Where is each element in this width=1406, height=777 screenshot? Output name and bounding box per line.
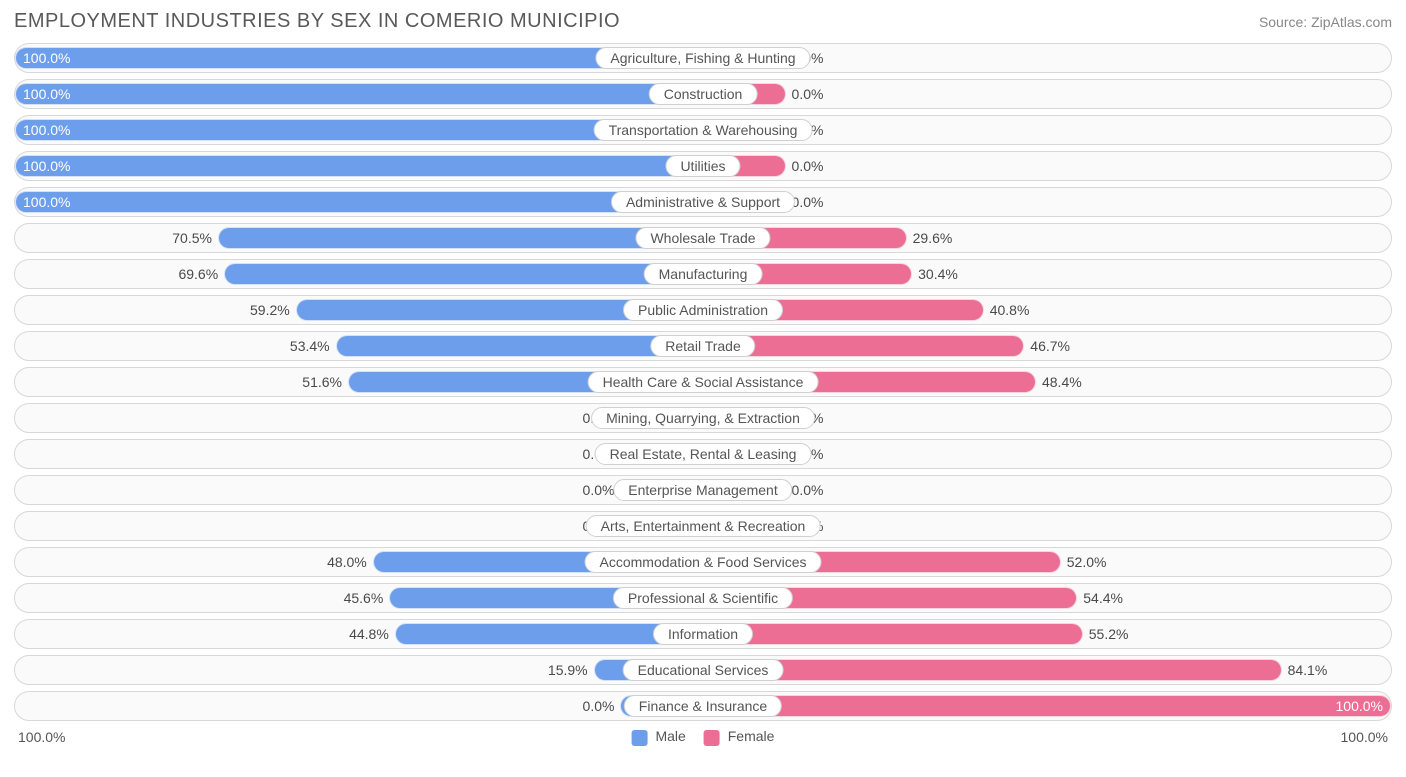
male-pct: 44.8% [349, 620, 389, 648]
male-pct: 100.0% [23, 80, 70, 108]
male-bar [218, 227, 703, 249]
chart-row: 15.9% 84.1% Educational Services [14, 655, 1392, 685]
female-pct: 84.1% [1288, 656, 1328, 684]
male-bar [15, 83, 703, 105]
legend-male-label: Male [655, 728, 685, 744]
chart-row: 100.0% 0.0% Utilities [14, 151, 1392, 181]
chart-row: 100.0% 0.0%Administrative & Support [14, 187, 1392, 217]
category-label: Construction [649, 83, 758, 105]
male-pct: 0.0% [583, 692, 615, 720]
female-pct: 48.4% [1042, 368, 1082, 396]
category-label: Health Care & Social Assistance [588, 371, 819, 393]
chart-row: 48.0% 52.0% Accommodation & Food Services [14, 547, 1392, 577]
chart-title: EMPLOYMENT INDUSTRIES BY SEX IN COMERIO … [14, 10, 620, 33]
male-bar [15, 191, 703, 213]
female-pct: 30.4% [918, 260, 958, 288]
category-label: Manufacturing [644, 263, 763, 285]
chart-row: 100.0%0.0%Agriculture, Fishing & Hunting [14, 43, 1392, 73]
category-label: Educational Services [623, 659, 784, 681]
chart-row: 69.6% 30.4% Manufacturing [14, 259, 1392, 289]
female-pct: 0.0% [792, 476, 824, 504]
chart-row: 0.0%0.0%Mining, Quarrying, & Extraction [14, 403, 1392, 433]
chart-source: Source: ZipAtlas.com [1259, 14, 1392, 30]
chart-legend: 100.0% Male Female 100.0% [14, 727, 1392, 747]
female-pct: 29.6% [913, 224, 953, 252]
male-pct: 100.0% [23, 116, 70, 144]
male-pct: 100.0% [23, 188, 70, 216]
male-bar [15, 155, 703, 177]
male-pct: 0.0% [583, 476, 615, 504]
category-label: Utilities [665, 155, 740, 177]
category-label: Real Estate, Rental & Leasing [595, 443, 812, 465]
female-pct: 54.4% [1083, 584, 1123, 612]
female-bar [703, 695, 1391, 717]
chart-row: 44.8% 55.2% Information [14, 619, 1392, 649]
female-pct: 46.7% [1030, 332, 1070, 360]
chart-row: 51.6% 48.4% Health Care & Social Assistanc… [14, 367, 1392, 397]
chart-row: 0.0%0.0%Arts, Entertainment & Recreation [14, 511, 1392, 541]
male-pct: 15.9% [548, 656, 588, 684]
category-label: Wholesale Trade [635, 227, 770, 249]
axis-right-label: 100.0% [1341, 729, 1388, 745]
category-label: Public Administration [623, 299, 783, 321]
axis-left-label: 100.0% [18, 729, 65, 745]
male-pct: 45.6% [344, 584, 384, 612]
female-pct: 55.2% [1089, 620, 1129, 648]
male-pct: 70.5% [172, 224, 212, 252]
male-bar [336, 335, 703, 357]
chart-row: 100.0%0.0%Transportation & Warehousing [14, 115, 1392, 145]
category-label: Agriculture, Fishing & Hunting [595, 47, 810, 69]
male-pct: 48.0% [327, 548, 367, 576]
female-pct: 0.0% [792, 152, 824, 180]
male-pct: 53.4% [290, 332, 330, 360]
chart-row: 0.0% 100.0% Finance & Insurance [14, 691, 1392, 721]
chart-row: 53.4% 46.7% Retail Trade [14, 331, 1392, 361]
chart-row: 45.6% 54.4% Professional & Scientific [14, 583, 1392, 613]
chart-row: 100.0% 0.0% Construction [14, 79, 1392, 109]
category-label: Administrative & Support [611, 191, 795, 213]
female-pct: 0.0% [792, 80, 824, 108]
female-pct: 100.0% [1336, 692, 1383, 720]
female-bar [703, 659, 1282, 681]
category-label: Information [653, 623, 753, 645]
female-pct: 52.0% [1067, 548, 1107, 576]
legend-male: Male [632, 728, 686, 745]
female-pct: 40.8% [990, 296, 1030, 324]
chart-row: 0.0%0.0%Real Estate, Rental & Leasing [14, 439, 1392, 469]
chart-row: 59.2% 40.8% Public Administration [14, 295, 1392, 325]
diverging-bar-chart: 100.0%0.0%Agriculture, Fishing & Hunting… [14, 43, 1392, 721]
female-swatch-icon [704, 730, 720, 746]
category-label: Retail Trade [650, 335, 755, 357]
category-label: Enterprise Management [613, 479, 792, 501]
male-pct: 100.0% [23, 152, 70, 180]
male-pct: 51.6% [302, 368, 342, 396]
male-swatch-icon [632, 730, 648, 746]
category-label: Accommodation & Food Services [585, 551, 822, 573]
legend-female-label: Female [728, 728, 775, 744]
female-bar [703, 623, 1083, 645]
category-label: Transportation & Warehousing [594, 119, 813, 141]
category-label: Finance & Insurance [624, 695, 782, 717]
male-pct: 59.2% [250, 296, 290, 324]
chart-row: 0.0% 0.0%Enterprise Management [14, 475, 1392, 505]
female-pct: 0.0% [792, 188, 824, 216]
male-pct: 100.0% [23, 44, 70, 72]
chart-header: EMPLOYMENT INDUSTRIES BY SEX IN COMERIO … [14, 10, 1392, 33]
category-label: Arts, Entertainment & Recreation [586, 515, 821, 537]
chart-row: 70.5% 29.6% Wholesale Trade [14, 223, 1392, 253]
male-pct: 69.6% [178, 260, 218, 288]
legend-female: Female [704, 728, 775, 745]
male-bar [224, 263, 703, 285]
category-label: Mining, Quarrying, & Extraction [591, 407, 815, 429]
category-label: Professional & Scientific [613, 587, 793, 609]
